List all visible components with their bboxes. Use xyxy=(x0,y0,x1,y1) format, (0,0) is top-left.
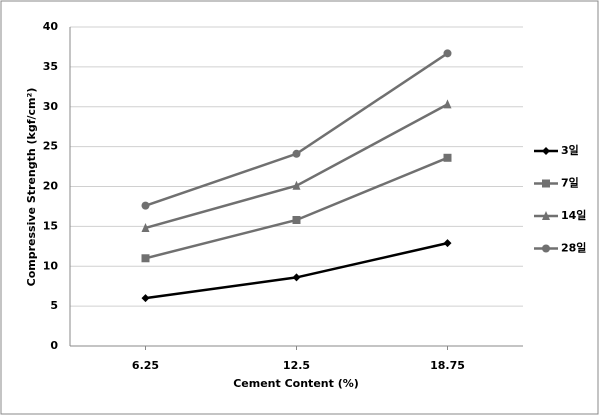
marker xyxy=(141,222,150,232)
y-tick-label: 5 xyxy=(50,299,58,312)
legend-label: 7일 xyxy=(561,176,579,190)
marker xyxy=(542,211,550,220)
marker xyxy=(542,244,550,253)
marker xyxy=(141,201,150,210)
y-tick-label: 20 xyxy=(43,180,59,193)
marker xyxy=(542,147,550,155)
legend-label: 28일 xyxy=(561,241,586,255)
marker xyxy=(443,153,452,162)
marker xyxy=(292,180,301,190)
y-axis-label: Compressive Strength (kgf/cm²) xyxy=(25,88,38,287)
marker xyxy=(542,179,550,188)
y-tick-label: 10 xyxy=(43,259,59,272)
y-tick-label: 35 xyxy=(43,60,58,73)
y-tick-label: 30 xyxy=(43,100,59,113)
marker xyxy=(443,239,452,248)
marker xyxy=(292,215,301,224)
marker xyxy=(141,294,150,303)
marker xyxy=(292,149,301,158)
x-tick-label: 6.25 xyxy=(132,359,159,372)
marker xyxy=(292,273,301,282)
marker xyxy=(443,99,452,109)
legend-label: 3일 xyxy=(561,143,579,157)
y-tick-label: 0 xyxy=(50,339,58,352)
marker xyxy=(443,49,452,58)
marker xyxy=(141,254,150,263)
y-tick-label: 15 xyxy=(43,219,58,232)
y-tick-label: 25 xyxy=(43,140,58,153)
x-axis-label: Cement Content (%) xyxy=(233,377,359,390)
y-tick-label: 40 xyxy=(43,20,59,33)
x-tick-label: 18.75 xyxy=(430,359,465,372)
x-tick-label: 12.5 xyxy=(283,359,310,372)
legend-label: 14일 xyxy=(561,208,586,222)
